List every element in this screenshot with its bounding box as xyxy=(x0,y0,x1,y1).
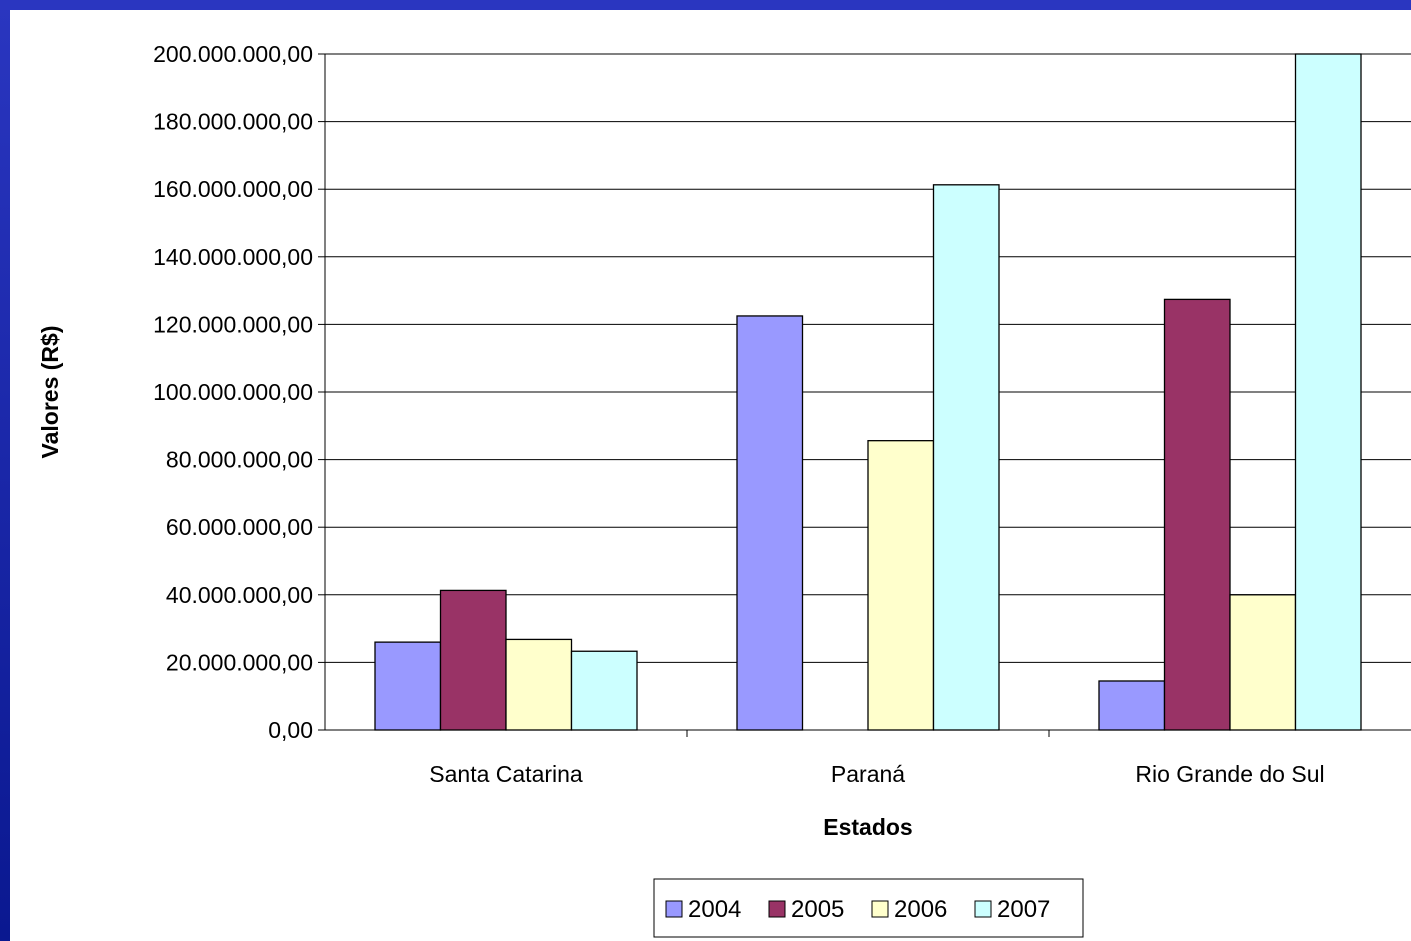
legend-swatch-2006 xyxy=(871,900,889,918)
y-tick-label: 100.000.000,00 xyxy=(153,379,313,405)
y-tick-label: 80.000.000,00 xyxy=(166,447,313,473)
chart-canvas: 0,00 20.000.000,00 40.000.000,00 60.000.000… xyxy=(10,10,1411,941)
x-tick-label: Santa Catarina xyxy=(429,761,583,787)
y-tick-label: 0,00 xyxy=(268,717,313,743)
y-axis-title: Valores (R$) xyxy=(37,326,63,459)
x-axis-title: Estados xyxy=(823,814,912,840)
bar-chart: 0,00 20.000.000,00 40.000.000,00 60.000.000… xyxy=(37,41,1411,938)
y-tick-label: 20.000.000,00 xyxy=(166,649,313,675)
x-tick-label: Paraná xyxy=(831,761,905,787)
y-tick-label: 140.000.000,00 xyxy=(153,244,313,270)
legend-label-2004: 2004 xyxy=(688,896,741,923)
y-tick-label: 120.000.000,00 xyxy=(153,311,313,337)
bar-2007-0 xyxy=(570,650,638,731)
legend-label-2005: 2005 xyxy=(791,896,844,923)
y-tick-label: 40.000.000,00 xyxy=(166,582,313,608)
y-tick-label: 200.000.000,00 xyxy=(153,41,313,67)
bar-2005-0 xyxy=(439,589,507,731)
bar-2004-1 xyxy=(736,315,804,731)
y-tick-label: 160.000.000,00 xyxy=(153,176,313,202)
legend-label-2006: 2006 xyxy=(894,896,947,923)
x-tick-label: Rio Grande do Sul xyxy=(1135,761,1324,787)
bar-2007-2 xyxy=(1294,53,1362,731)
bar-2006-1 xyxy=(867,440,935,731)
bar-2005-2 xyxy=(1163,298,1231,731)
bar-2006-2 xyxy=(1229,594,1297,731)
legend-box xyxy=(653,878,1084,938)
y-tick-label: 180.000.000,00 xyxy=(153,109,313,135)
legend-swatch-2007 xyxy=(974,900,992,918)
legend-swatch-2005 xyxy=(768,900,786,918)
bar-2004-0 xyxy=(374,641,442,731)
legend-label-2007: 2007 xyxy=(997,896,1050,923)
bar-2006-0 xyxy=(505,638,573,731)
bar-2007-1 xyxy=(932,184,1000,731)
bar-2004-2 xyxy=(1098,680,1166,731)
y-tick-label: 60.000.000,00 xyxy=(166,514,313,540)
legend-swatch-2004 xyxy=(665,900,683,918)
